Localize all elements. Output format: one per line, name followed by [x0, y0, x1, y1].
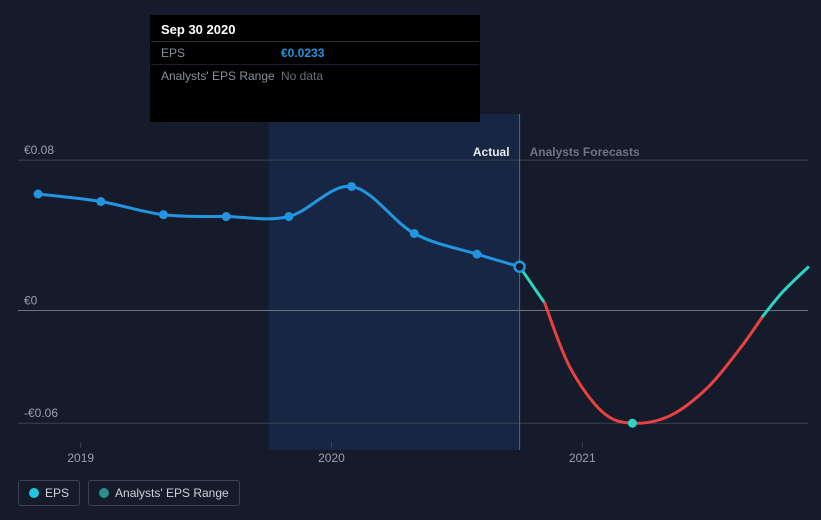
svg-text:€0: €0 — [24, 293, 38, 307]
svg-text:2021: 2021 — [569, 451, 596, 465]
tooltip-date: Sep 30 2020 — [151, 16, 479, 42]
tooltip-key: Analysts' EPS Range — [161, 69, 281, 83]
tooltip-value: No data — [281, 69, 469, 83]
legend-swatch-icon — [29, 488, 39, 498]
tooltip-row-eps: EPS €0.0233 — [151, 42, 479, 64]
legend-item-eps[interactable]: EPS — [18, 480, 80, 506]
legend-swatch-icon — [99, 488, 109, 498]
chart-legend: EPS Analysts' EPS Range — [18, 480, 240, 506]
svg-text:-€0.06: -€0.06 — [24, 406, 58, 420]
legend-label: Analysts' EPS Range — [115, 486, 229, 500]
svg-text:Actual: Actual — [473, 145, 510, 159]
eps-chart: €0.08 €0 -€0.06 2019 2020 2021 Actual Analysts … — [0, 0, 821, 520]
svg-text:Analysts Forecasts: Analysts Forecasts — [530, 145, 640, 159]
svg-text:€0.08: €0.08 — [24, 143, 54, 157]
chart-tooltip: Sep 30 2020 EPS €0.0233 Analysts' EPS Ra… — [150, 15, 480, 122]
svg-text:2020: 2020 — [318, 451, 345, 465]
svg-text:2019: 2019 — [67, 451, 94, 465]
legend-label: EPS — [45, 486, 69, 500]
legend-item-range[interactable]: Analysts' EPS Range — [88, 480, 240, 506]
tooltip-row-range: Analysts' EPS Range No data — [151, 64, 479, 87]
tooltip-value: €0.0233 — [281, 46, 469, 60]
tooltip-key: EPS — [161, 46, 281, 60]
